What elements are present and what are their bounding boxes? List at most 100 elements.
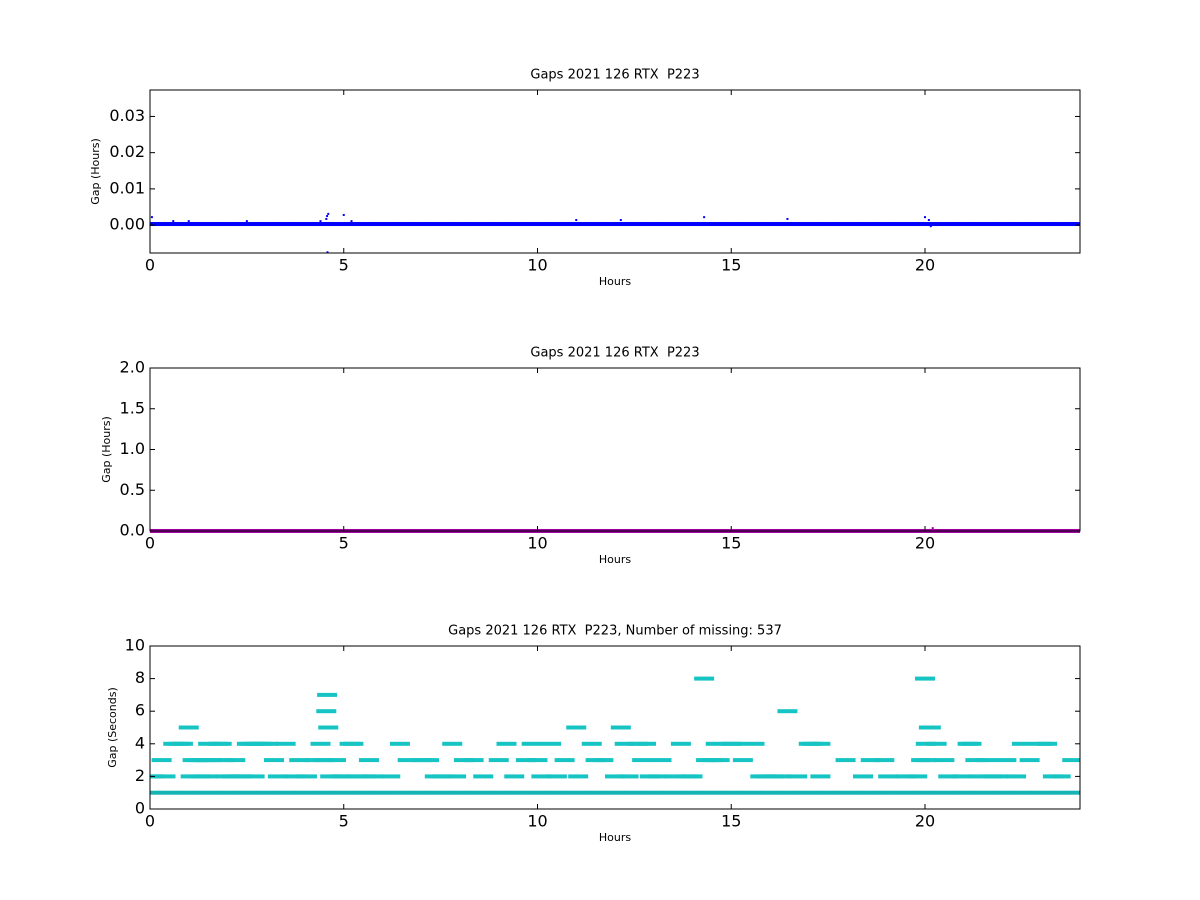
point bbox=[295, 790, 315, 795]
point bbox=[566, 790, 587, 795]
point bbox=[469, 222, 490, 227]
point bbox=[159, 222, 180, 227]
y-tick-label: 0.5 bbox=[120, 480, 145, 499]
point bbox=[1050, 222, 1071, 227]
point bbox=[488, 222, 509, 227]
point bbox=[326, 758, 346, 763]
point bbox=[411, 222, 432, 227]
point bbox=[541, 741, 562, 746]
y-axis-label: Gap (Seconds) bbox=[106, 687, 119, 768]
y-axis-label: Gap (Hours) bbox=[89, 138, 102, 205]
x-tick-label: 20 bbox=[915, 812, 935, 831]
point bbox=[391, 790, 412, 795]
point bbox=[430, 222, 451, 227]
point bbox=[973, 222, 994, 227]
point bbox=[317, 692, 338, 697]
point bbox=[546, 222, 567, 227]
point bbox=[295, 222, 315, 227]
point bbox=[296, 774, 317, 779]
point bbox=[818, 222, 839, 227]
point bbox=[430, 790, 451, 795]
point bbox=[225, 758, 246, 763]
point bbox=[380, 774, 401, 779]
point bbox=[236, 790, 257, 795]
point bbox=[217, 222, 238, 227]
point bbox=[314, 222, 335, 227]
point bbox=[1011, 222, 1032, 227]
point bbox=[333, 774, 354, 779]
point bbox=[314, 790, 335, 795]
point bbox=[915, 790, 935, 795]
point bbox=[837, 790, 858, 795]
point bbox=[319, 220, 322, 223]
point bbox=[973, 790, 994, 795]
point bbox=[732, 758, 753, 763]
point bbox=[703, 216, 706, 219]
point bbox=[432, 774, 453, 779]
point bbox=[353, 790, 374, 795]
point bbox=[771, 774, 792, 779]
point bbox=[258, 741, 279, 746]
point bbox=[325, 217, 328, 220]
point bbox=[876, 222, 897, 227]
point bbox=[178, 790, 199, 795]
y-tick-label: 2 bbox=[135, 766, 145, 785]
point bbox=[915, 676, 935, 681]
point bbox=[1050, 774, 1071, 779]
point bbox=[521, 741, 542, 746]
point bbox=[358, 758, 379, 763]
x-axis-label: Hours bbox=[599, 831, 631, 844]
point bbox=[876, 790, 897, 795]
point bbox=[924, 216, 926, 219]
point bbox=[463, 758, 484, 763]
point bbox=[709, 758, 730, 763]
point bbox=[217, 790, 238, 795]
point bbox=[1011, 790, 1032, 795]
point bbox=[198, 790, 219, 795]
x-tick-label: 0 bbox=[145, 812, 155, 831]
point bbox=[1006, 774, 1027, 779]
point bbox=[929, 225, 932, 228]
point bbox=[632, 758, 653, 763]
point bbox=[508, 222, 529, 227]
point bbox=[343, 741, 364, 746]
point bbox=[150, 790, 160, 795]
point bbox=[275, 222, 296, 227]
point bbox=[619, 219, 622, 222]
point bbox=[150, 216, 153, 219]
point bbox=[318, 725, 339, 730]
point bbox=[585, 790, 606, 795]
point bbox=[787, 774, 808, 779]
point bbox=[244, 774, 265, 779]
point bbox=[159, 790, 180, 795]
point bbox=[450, 790, 470, 795]
point bbox=[546, 774, 567, 779]
plot-area bbox=[150, 527, 1080, 533]
point bbox=[931, 527, 934, 530]
point bbox=[211, 741, 232, 746]
point bbox=[264, 758, 284, 763]
y-tick-label: 0.0 bbox=[120, 521, 145, 540]
point bbox=[504, 774, 525, 779]
point bbox=[927, 219, 930, 222]
point bbox=[682, 790, 703, 795]
point bbox=[1070, 222, 1080, 227]
point bbox=[469, 790, 490, 795]
y-tick-label: 1.5 bbox=[120, 398, 145, 417]
point bbox=[895, 790, 916, 795]
point bbox=[178, 725, 199, 730]
point bbox=[172, 741, 193, 746]
point bbox=[605, 222, 625, 227]
point bbox=[326, 251, 329, 254]
point bbox=[760, 222, 780, 227]
point bbox=[236, 222, 257, 227]
point bbox=[916, 758, 937, 763]
point bbox=[663, 222, 684, 227]
point bbox=[694, 676, 715, 681]
point bbox=[527, 222, 548, 227]
plot-area bbox=[150, 676, 1080, 795]
point bbox=[721, 222, 742, 227]
point bbox=[327, 212, 330, 215]
x-tick-label: 5 bbox=[339, 812, 349, 831]
